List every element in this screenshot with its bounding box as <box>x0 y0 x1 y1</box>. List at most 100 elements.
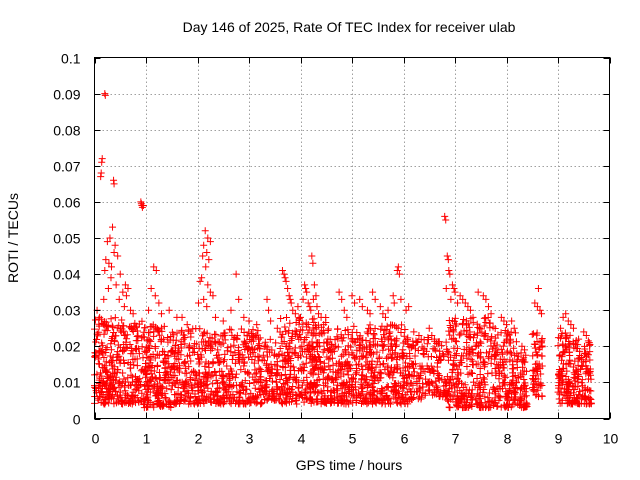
data-point <box>235 389 243 397</box>
data-point <box>521 346 529 354</box>
data-point <box>467 401 475 409</box>
data-point <box>433 390 441 398</box>
data-point <box>458 394 466 402</box>
data-point <box>466 347 474 355</box>
data-point <box>168 346 176 354</box>
data-point <box>395 270 403 278</box>
data-point <box>463 399 471 407</box>
data-point <box>534 386 542 394</box>
data-point <box>150 328 158 336</box>
data-point <box>356 295 364 303</box>
data-point <box>519 363 527 371</box>
data-point <box>223 347 231 355</box>
data-point <box>584 337 592 345</box>
data-point <box>97 398 105 406</box>
data-point <box>231 359 239 367</box>
data-point <box>187 400 195 408</box>
data-point <box>368 363 376 371</box>
data-point <box>253 321 261 329</box>
data-point <box>329 361 337 369</box>
data-point <box>186 374 194 382</box>
data-point <box>300 338 308 346</box>
data-point <box>108 372 116 380</box>
data-point <box>578 376 586 384</box>
data-point <box>145 337 153 345</box>
data-point <box>538 310 546 318</box>
data-point <box>535 381 543 389</box>
data-point <box>489 345 497 353</box>
data-point <box>571 374 579 382</box>
data-point <box>445 317 453 325</box>
data-point <box>337 352 345 360</box>
data-point <box>451 337 459 345</box>
data-point <box>99 320 107 328</box>
data-point <box>206 288 214 296</box>
data-point <box>113 391 121 399</box>
data-point <box>144 329 152 337</box>
data-point <box>497 329 505 337</box>
data-point <box>445 391 453 399</box>
data-point <box>463 346 471 354</box>
data-point <box>255 335 263 343</box>
data-point <box>91 353 99 361</box>
data-point <box>240 400 248 408</box>
data-point <box>284 389 292 397</box>
data-point <box>461 390 469 398</box>
data-point <box>332 368 340 376</box>
data-point <box>148 323 156 331</box>
data-point <box>571 357 579 365</box>
data-point <box>559 349 567 357</box>
data-point <box>109 323 117 331</box>
data-point <box>308 315 316 323</box>
data-point <box>110 180 118 188</box>
data-point <box>515 399 523 407</box>
data-point <box>101 91 109 99</box>
data-point <box>400 374 408 382</box>
data-point <box>399 384 407 392</box>
data-point <box>469 313 477 321</box>
data-point <box>278 266 286 274</box>
data-point <box>115 356 123 364</box>
data-point <box>330 344 338 352</box>
data-point <box>485 319 493 327</box>
data-point <box>263 295 271 303</box>
data-point <box>145 306 153 314</box>
data-point <box>405 303 413 311</box>
data-point <box>177 338 185 346</box>
data-point <box>557 324 565 332</box>
data-point <box>161 393 169 401</box>
data-point <box>250 359 258 367</box>
data-point <box>333 381 341 389</box>
data-point <box>117 396 125 404</box>
data-point <box>255 377 263 385</box>
data-point <box>454 299 462 307</box>
data-point <box>247 389 255 397</box>
data-point <box>529 384 537 392</box>
data-point <box>302 285 310 293</box>
data-point <box>349 399 357 407</box>
data-point <box>160 400 168 408</box>
data-point <box>209 292 217 300</box>
data-point <box>226 325 234 333</box>
data-point <box>383 391 391 399</box>
data-point <box>345 387 353 395</box>
data-point <box>366 348 374 356</box>
data-point <box>289 382 297 390</box>
data-point <box>99 393 107 401</box>
data-point <box>138 317 146 325</box>
data-point <box>476 324 484 332</box>
data-point <box>120 303 128 311</box>
data-point <box>493 402 501 410</box>
data-point <box>103 394 111 402</box>
data-point <box>161 377 169 385</box>
data-point <box>397 328 405 336</box>
data-point <box>213 351 221 359</box>
data-point <box>499 379 507 387</box>
data-point <box>289 395 297 403</box>
data-point <box>451 388 459 396</box>
data-point <box>196 277 204 285</box>
data-point <box>587 399 595 407</box>
data-point <box>129 310 137 318</box>
data-point <box>424 386 432 394</box>
data-point <box>332 342 340 350</box>
